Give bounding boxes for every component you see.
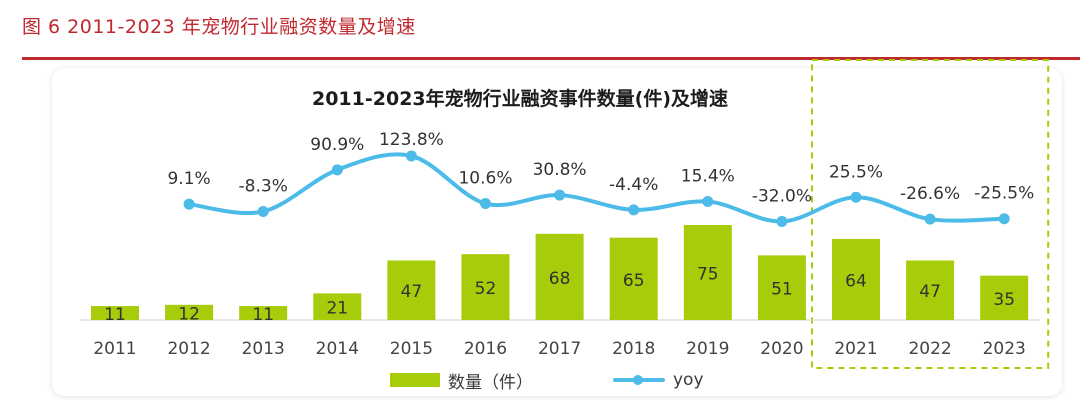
chart-panel: [52, 68, 1062, 396]
bar-2020: [757, 255, 806, 320]
legend-line-label: yoy: [673, 370, 704, 390]
x-tick-label: 2018: [612, 339, 655, 359]
bar-2013: [239, 306, 288, 320]
bar-value-label: 47: [401, 282, 423, 302]
bar-2011: [91, 306, 139, 320]
bar-value-label: 35: [993, 290, 1015, 310]
bar-value-label: 52: [475, 279, 497, 299]
yoy-point-2014: [331, 164, 343, 176]
yoy-value-label: -4.4%: [609, 175, 658, 195]
x-tick-label: 2013: [242, 339, 285, 359]
bar-2015: [387, 260, 436, 320]
yoy-value-label: 10.6%: [458, 169, 512, 189]
yoy-value-label: 9.1%: [167, 169, 210, 189]
x-tick-label: 2021: [834, 339, 877, 359]
yoy-point-2023: [998, 213, 1010, 225]
chart-title: 2011-2023年宠物行业融资事件数量(件)及增速: [311, 88, 728, 110]
bar-2017: [535, 233, 584, 320]
x-tick-label: 2016: [464, 339, 507, 359]
x-tick-label: 2014: [316, 339, 359, 359]
yoy-value-label: -26.6%: [900, 184, 960, 204]
x-tick-label: 2023: [983, 339, 1026, 359]
bar-value-label: 68: [549, 269, 571, 289]
yoy-point-2021: [850, 191, 862, 203]
legend-item-bar: 数量（件）: [390, 368, 533, 393]
yoy-point-2018: [628, 204, 640, 216]
yoy-point-2012: [183, 198, 195, 210]
legend-line-swatch: [613, 373, 665, 387]
bar-value-label: 75: [697, 265, 719, 285]
yoy-value-label: 30.8%: [533, 160, 587, 180]
bar-value-label: 47: [919, 282, 941, 302]
x-tick-label: 2020: [760, 339, 803, 359]
bar-value-label: 64: [845, 271, 867, 291]
legend-item-line: yoy: [613, 370, 704, 390]
bar-value-label: 65: [623, 271, 645, 291]
bar-value-label: 11: [104, 305, 126, 325]
legend-bar-swatch: [390, 373, 440, 387]
bar-2021: [832, 238, 880, 320]
bar-2016: [461, 254, 510, 320]
yoy-point-2020: [776, 215, 788, 227]
highlight-box: [811, 59, 1050, 369]
x-tick-label: 2012: [167, 339, 210, 359]
bar-value-label: 11: [252, 305, 274, 325]
x-tick-label: 2019: [686, 339, 729, 359]
yoy-point-2022: [924, 213, 936, 225]
legend-bar-label: 数量（件）: [448, 372, 533, 393]
yoy-point-2016: [480, 198, 491, 210]
yoy-value-label: 25.5%: [829, 162, 883, 182]
x-tick-label: 2011: [93, 339, 136, 359]
bar-value-label: 12: [178, 304, 200, 324]
yoy-point-2019: [702, 196, 714, 208]
bar-value-label: 21: [326, 299, 348, 319]
yoy-value-label: -8.3%: [239, 176, 288, 196]
x-tick-label: 2022: [908, 339, 951, 359]
yoy-value-label: -32.0%: [752, 186, 812, 206]
bar-2022: [906, 260, 955, 320]
yoy-value-label: 123.8%: [379, 130, 444, 150]
yoy-point-2015: [405, 150, 417, 162]
bar-value-label: 51: [771, 280, 793, 300]
bar-2018: [609, 237, 658, 320]
yoy-point-2013: [257, 205, 269, 217]
bar-2012: [165, 304, 214, 320]
bar-2023: [980, 275, 1029, 320]
chart-legend: 数量（件） yoy: [390, 367, 784, 393]
yoy-value-label: -25.5%: [974, 184, 1034, 204]
x-tick-label: 2017: [538, 339, 581, 359]
figure-caption: 图 6 2011-2023 年宠物行业融资数量及增速: [22, 16, 416, 38]
bar-2014: [313, 293, 362, 320]
yoy-value-label: 15.4%: [681, 167, 735, 187]
yoy-value-label: 90.9%: [310, 135, 364, 155]
x-tick-label: 2015: [390, 339, 433, 359]
caption-divider: [22, 57, 1080, 60]
yoy-point-2017: [554, 189, 566, 201]
bar-2019: [683, 225, 732, 320]
